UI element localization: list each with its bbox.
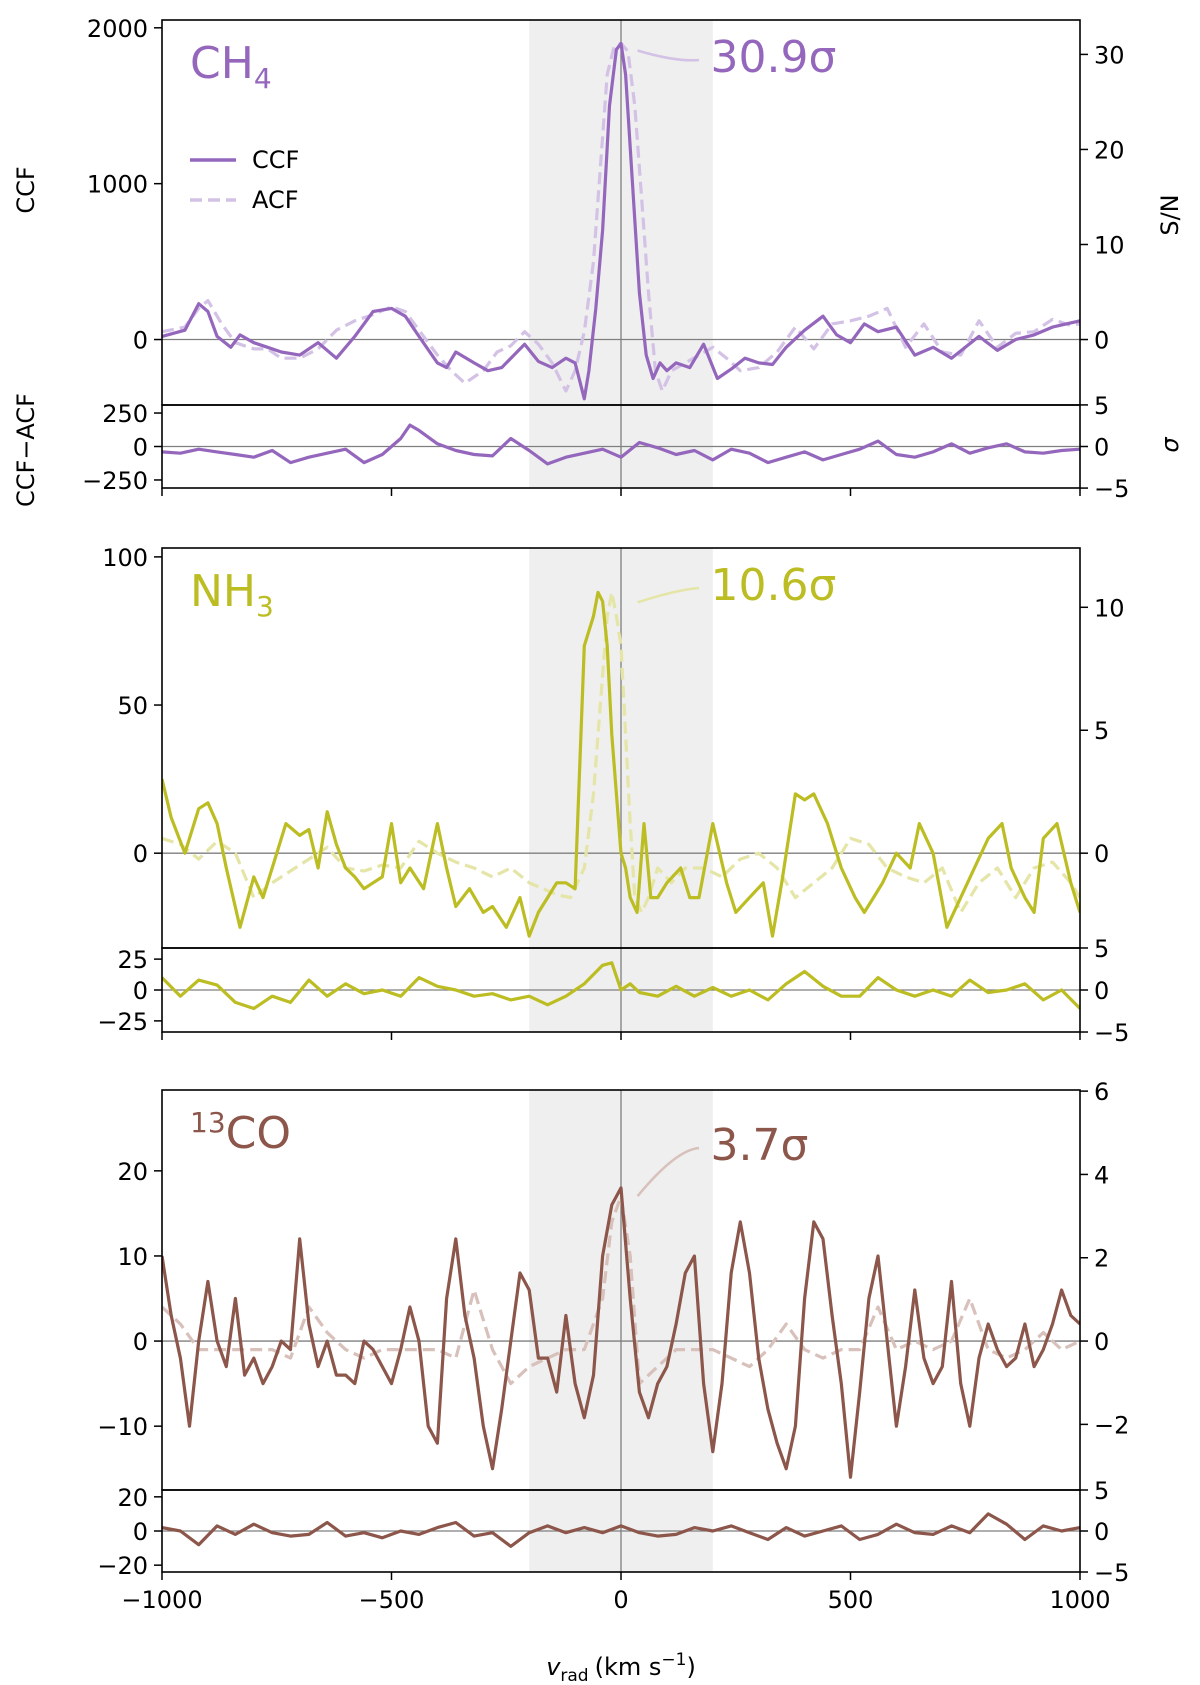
sigma-tick-label: 5 xyxy=(1094,935,1109,963)
x-axis-label: vrad (km s−1) xyxy=(546,1650,696,1685)
y-tick-label: 10 xyxy=(117,1243,148,1271)
resid-axis-label: CCF−ACF xyxy=(12,393,40,507)
panel-CH4: 0 1000 2000 0 10 20 30 −250 0 250 −5 0 5 CH4 30.9σ xyxy=(82,15,1129,503)
sn-tick-label: 5 xyxy=(1094,717,1109,745)
y-tick-label: 0 xyxy=(133,840,148,868)
significance-leader xyxy=(637,586,700,604)
x-label-exp: −1 xyxy=(661,1650,686,1670)
significance-label: 10.6σ xyxy=(711,560,837,611)
sn-tick-label: 4 xyxy=(1094,1161,1109,1189)
series-CCF-line xyxy=(162,590,1080,938)
x-tick-label: −1000 xyxy=(121,1586,202,1614)
molecule-sub: 4 xyxy=(254,62,272,95)
significance-leader xyxy=(637,49,700,62)
resid-tick-label: 20 xyxy=(117,1484,148,1512)
x-label-close: ) xyxy=(686,1653,695,1681)
x-tick-label: −500 xyxy=(359,1586,425,1614)
series-CCFACF-line xyxy=(162,1512,1080,1549)
molecule-main: NH xyxy=(190,566,256,617)
sn-tick-label: 10 xyxy=(1094,231,1125,259)
sigma-tick-label: 5 xyxy=(1094,1477,1109,1505)
sn-tick-label: 0 xyxy=(1094,840,1109,868)
significance-label: 30.9σ xyxy=(711,32,837,83)
sigma-axis-label: σ xyxy=(1156,437,1184,453)
y-tick-label: 20 xyxy=(117,1158,148,1186)
y-tick-label: 0 xyxy=(133,327,148,355)
x-tick-label: 500 xyxy=(828,1586,874,1614)
sn-tick-label: 2 xyxy=(1094,1245,1109,1273)
sigma-tick-label: 0 xyxy=(1094,434,1109,462)
molecule-label: 13CO xyxy=(190,1106,291,1159)
y-tick-label: 0 xyxy=(133,1328,148,1356)
left-axis-label: CCF xyxy=(12,166,40,213)
legend-acf-label: ACF xyxy=(252,186,299,214)
sigma-tick-label: 0 xyxy=(1094,1518,1109,1546)
resid-tick-label: −25 xyxy=(97,1008,148,1036)
resid-tick-label: −250 xyxy=(82,467,148,495)
x-label-v: v xyxy=(546,1653,561,1681)
resid-tick-label: −20 xyxy=(97,1552,148,1580)
resid-tick-label: 0 xyxy=(133,434,148,462)
sigma-tick-label: −5 xyxy=(1094,1019,1129,1047)
molecule-main: CO xyxy=(226,1108,291,1159)
sn-tick-label: 20 xyxy=(1094,136,1125,164)
y-tick-label: 50 xyxy=(117,692,148,720)
y-tick-label: 2000 xyxy=(87,15,148,43)
molecule-label: NH3 xyxy=(190,566,274,623)
sn-tick-label: 0 xyxy=(1094,1328,1109,1356)
series-CCF-line xyxy=(162,41,1080,401)
legend-ccf-label: CCF xyxy=(252,146,299,174)
y-tick-label: −10 xyxy=(97,1413,148,1441)
molecule-label: CH4 xyxy=(190,38,272,95)
legend: CCF ACF xyxy=(190,146,299,214)
series-CCF-line xyxy=(162,1186,1080,1479)
resid-tick-label: 250 xyxy=(102,400,148,428)
sn-tick-label: 30 xyxy=(1094,41,1125,69)
sn-tick-label: −2 xyxy=(1094,1411,1129,1439)
sigma-tick-label: −5 xyxy=(1094,475,1129,503)
x-label-unit: (km s xyxy=(595,1653,662,1681)
x-tick-label: 1000 xyxy=(1049,1586,1110,1614)
resid-tick-label: 25 xyxy=(117,946,148,974)
sn-tick-label: 6 xyxy=(1094,1078,1109,1106)
sn-tick-label: 0 xyxy=(1094,327,1109,355)
right-axis-label: S/N xyxy=(1156,194,1184,235)
y-tick-label: 1000 xyxy=(87,171,148,199)
molecule-sup: 13 xyxy=(190,1106,226,1139)
molecule-sub: 3 xyxy=(256,590,274,623)
series-CCFACF-line xyxy=(162,961,1080,1011)
significance-leader xyxy=(636,1146,700,1197)
sigma-tick-label: −5 xyxy=(1094,1559,1129,1587)
sigma-tick-label: 5 xyxy=(1094,392,1109,420)
sn-tick-label: 10 xyxy=(1094,594,1125,622)
y-tick-label: 100 xyxy=(102,544,148,572)
resid-tick-label: 0 xyxy=(133,977,148,1005)
panel-NH3: 0 50 100 0 5 10 −25 0 25 −5 0 5 NH3 10.6σ xyxy=(97,544,1129,1047)
significance-label: 3.7σ xyxy=(711,1120,809,1171)
resid-tick-label: 0 xyxy=(133,1518,148,1546)
series-CCFACF-line xyxy=(162,423,1080,466)
molecule-main: CH xyxy=(190,38,254,89)
x-tick-label: 0 xyxy=(613,1586,628,1614)
x-label-sub: rad xyxy=(560,1666,588,1685)
sigma-tick-label: 0 xyxy=(1094,977,1109,1005)
